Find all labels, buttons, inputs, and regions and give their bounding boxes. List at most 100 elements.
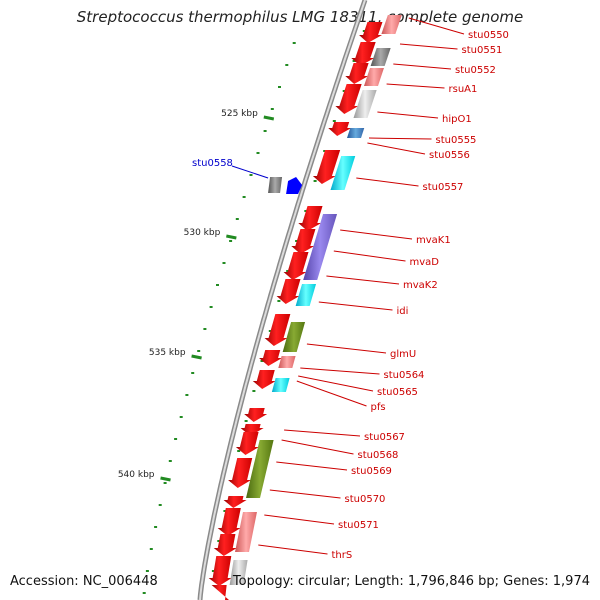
forward-gene-arrow [283,252,309,280]
scale-dot [179,416,183,418]
scale-inner-dot [323,150,327,152]
gene-label-leader [386,83,445,89]
gene-label: stu0552 [455,65,496,76]
gene-label: stu0556 [429,150,470,161]
gene-feature-box [278,356,296,368]
scale-dot [229,240,233,242]
scale-inner-dot [237,450,241,452]
gene-label-leader [284,429,361,437]
forward-gene-arrow [276,279,301,304]
scale-dot [197,350,201,352]
gene-label: stu0569 [351,466,392,477]
gene-label: stu0568 [358,450,399,461]
gene-label-leader [281,439,354,455]
forward-gene-arrow [264,314,291,346]
gene-feature-box [271,378,290,392]
gene-feature-box [347,128,365,138]
gene-label-leader [408,17,465,35]
forward-gene-arrow [335,84,362,114]
scale-inner-dot [286,270,290,272]
gene-label-leader [356,177,419,187]
forward-gene-arrow [345,63,369,84]
scale-inner-dot [268,330,272,332]
gene-label: stu0565 [377,387,418,398]
scale-dot [249,174,253,176]
gene-label: stu0551 [462,45,503,56]
scale-dot [256,152,260,154]
forward-gene-arrow [223,496,247,508]
forward-gene-arrow [351,42,376,66]
gene-label-leader [399,43,458,50]
gene-label: stu0571 [338,520,379,531]
gene-feature-box [282,322,306,352]
scale-dot [163,482,167,484]
gene-feature-box [303,214,338,280]
gene-feature-box [229,560,248,585]
scale-dot [235,218,239,220]
scale-inner-dot [332,120,336,122]
forward-gene-arrow [259,350,283,366]
forward-gene-arrow [359,22,383,43]
scale-tick-label: 530 kbp [184,228,221,238]
scale-major-tick [191,354,202,360]
forward-gene-arrow [244,408,268,422]
scale-inner-dot [304,210,308,212]
forward-gene-arrow [240,424,264,436]
gene-label-leader [377,111,439,119]
backbone-ring-highlight [199,0,366,600]
gene-label: stu0555 [436,135,477,146]
reverse-gene-box [268,177,283,193]
scale-inner-dot [252,390,256,392]
genome-summary: Topology: circular; Length: 1,796,846 bp… [232,574,590,589]
forward-gene-arrow [298,206,323,231]
gene-label-leader [340,229,413,240]
scale-dot [149,548,153,550]
forward-gene-arrow [252,370,276,389]
scale-dot [191,372,195,374]
scale-dot [145,570,149,572]
scale-inner-dot [295,240,299,242]
gene-feature-box [295,284,317,306]
scale-dot [270,108,274,110]
gene-label: stu0557 [423,182,464,193]
gene-feature-box [330,156,356,190]
gene-label-leader [269,489,341,499]
scale-dot [263,130,267,132]
scale-inner-dot [244,420,248,422]
gene-label: pfs [371,402,386,413]
forward-gene-arrow [211,585,229,600]
scale-inner-dot [277,300,281,302]
accession-label: Accession: NC_006448 [10,574,158,589]
scale-inner-dot [211,570,215,572]
scale-dot [142,592,146,594]
scale-tick-label: 535 kbp [149,348,186,358]
gene-label: stu0567 [364,432,405,443]
gene-label-leader [393,63,452,70]
gene-label-leader [333,250,406,262]
gene-feature-box [246,440,274,498]
scale-dot [158,504,162,506]
scale-inner-dot [223,510,227,512]
gene-label-leader [318,301,393,311]
forward-gene-arrow [217,508,241,536]
gene-feature-box [381,15,402,34]
scale-inner-dot [342,90,346,92]
gene-label-leader [258,544,328,555]
forward-gene-arrow [291,229,316,254]
forward-gene-arrow [235,432,259,455]
scale-inner-dot [217,540,221,542]
forward-gene-arrow [208,556,232,586]
scale-inner-dot [362,30,366,32]
gene-label-leader [326,275,400,285]
scale-dot [174,438,178,440]
scale-major-tick [160,476,171,482]
scale-major-tick [226,234,237,240]
gene-label-leader [368,137,432,140]
gene-feature-box [370,48,391,66]
scale-dot [242,196,246,198]
gene-label-leader [264,514,335,525]
scale-dot [168,460,172,462]
scale-tick-label: 525 kbp [221,109,258,119]
forward-gene-arrow [328,122,352,136]
